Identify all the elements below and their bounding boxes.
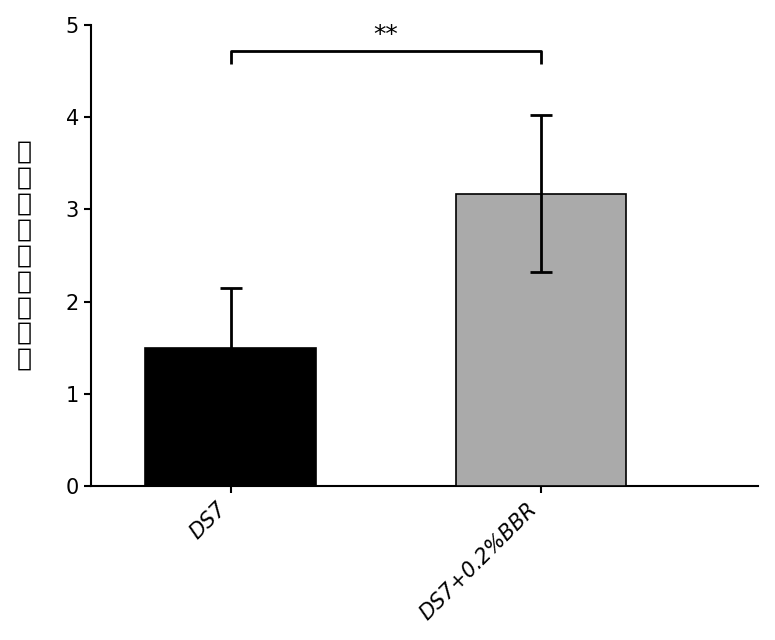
Bar — [145, 348, 316, 486]
Y-axis label: 泪
液
分
泌
量
（
毫
米
）: 泪 液 分 泌 量 （ 毫 米 ） — [17, 140, 32, 371]
Text: **: ** — [374, 23, 398, 47]
Bar — [456, 193, 626, 486]
